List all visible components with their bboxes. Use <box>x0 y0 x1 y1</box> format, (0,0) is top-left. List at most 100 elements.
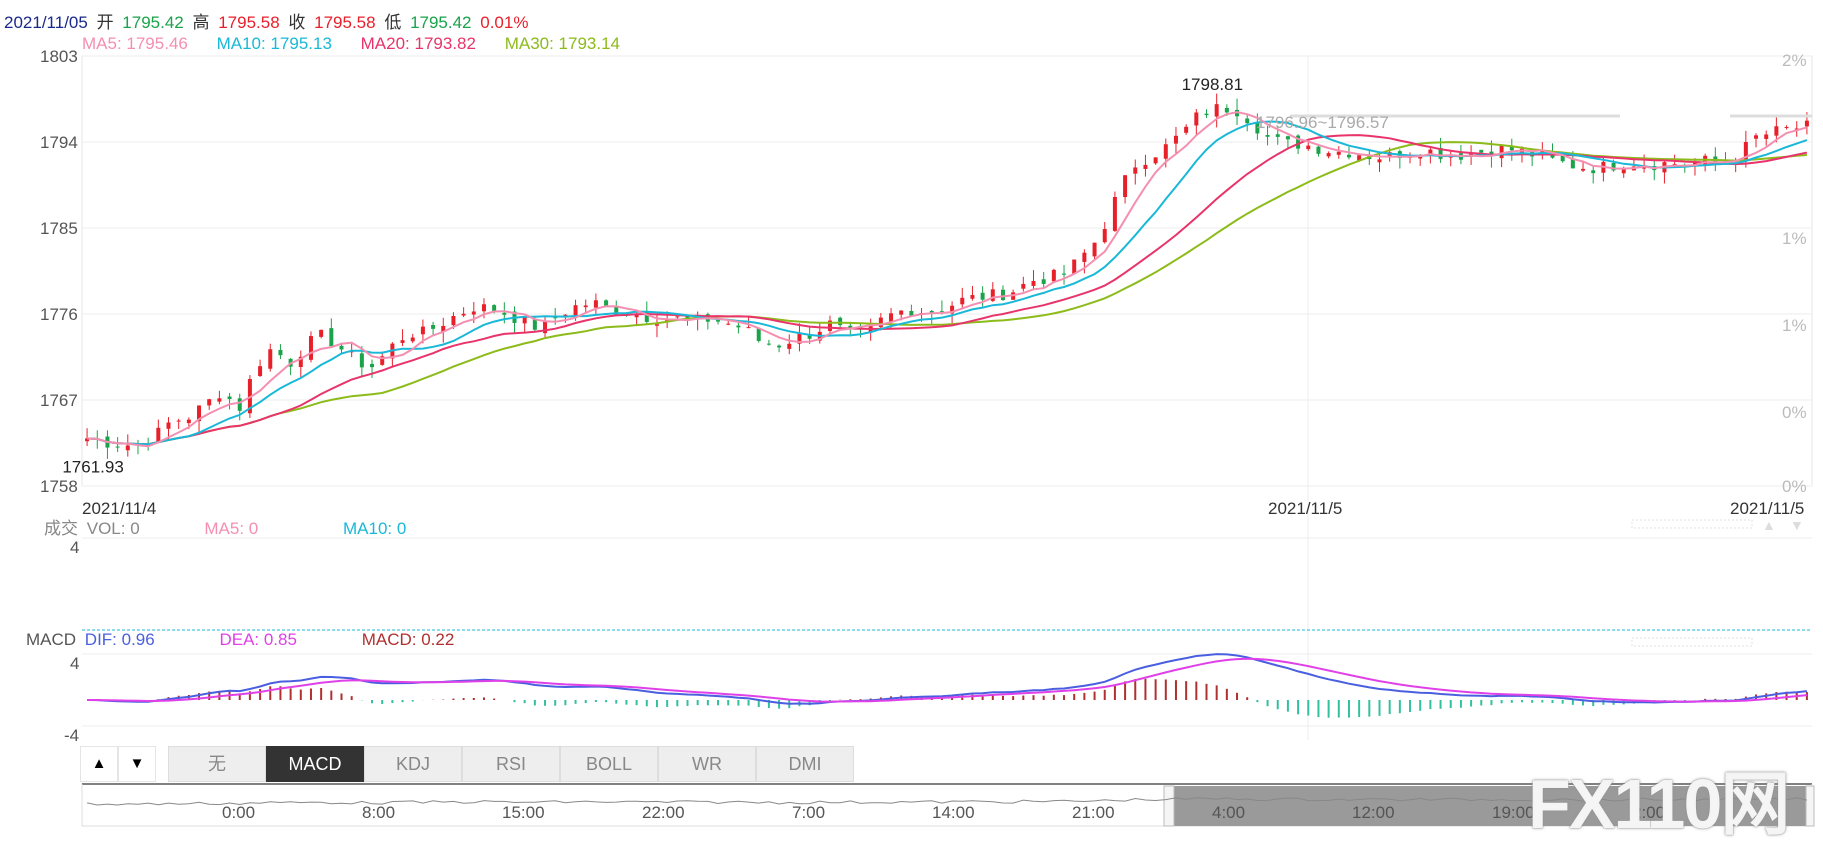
candle-body <box>339 345 344 350</box>
tab-dmi[interactable]: DMI <box>756 746 854 782</box>
vol-ma5: MA5: 0 <box>204 519 259 538</box>
volume-label: 成交 <box>44 519 78 538</box>
candle-body <box>441 325 446 332</box>
candle-body <box>1000 289 1005 300</box>
tab-kdj[interactable]: KDJ <box>364 746 462 782</box>
candle-body <box>156 427 161 443</box>
candle-body <box>1194 112 1199 126</box>
candle-body <box>1428 149 1433 155</box>
candle-body <box>1326 153 1331 157</box>
candle-body <box>827 320 832 331</box>
dif-line <box>87 653 1808 705</box>
navigator-time-label: 12:00 <box>1352 803 1395 822</box>
date-label-end: 2021/11/5 <box>1730 499 1804 518</box>
candle-body <box>1285 136 1290 140</box>
candle-body <box>1591 170 1596 174</box>
macd-legend: MACD DIF: 0.96 DEA: 0.85 MACD: 0.22 <box>26 630 458 650</box>
ma10-line <box>87 120 1808 446</box>
candle-body <box>1509 146 1514 151</box>
candle-body <box>1581 168 1586 171</box>
dif-value: DIF: 0.96 <box>84 630 155 649</box>
candle-body <box>1143 164 1148 169</box>
candle-body <box>370 363 375 368</box>
max-label: 1798.81 <box>1182 75 1243 94</box>
volume-scroll-dots <box>1631 519 1753 529</box>
candle-body <box>909 310 914 316</box>
y-tick-label: 1785 <box>40 219 78 238</box>
volume-axis-top: 4 <box>70 538 80 557</box>
candle-body <box>644 311 649 322</box>
navigator-time-label: 19:00 <box>1492 803 1535 822</box>
candle-body <box>675 316 680 318</box>
candle-body <box>1163 144 1168 159</box>
low-value: 1795.42 <box>410 13 472 32</box>
candle-body <box>319 329 324 337</box>
ma-legend: MA5: 1795.46 MA10: 1795.13 MA20: 1793.82… <box>82 34 624 54</box>
candle-body <box>1112 196 1117 231</box>
candle-body <box>1245 118 1250 124</box>
tab-macd[interactable]: MACD <box>266 746 364 782</box>
close-label: 收 <box>288 13 306 32</box>
candle-body <box>1570 158 1575 169</box>
ma20-line <box>87 134 1808 446</box>
candle-body <box>1560 155 1565 162</box>
candle-body <box>532 318 537 330</box>
candle-body <box>1764 134 1769 139</box>
candlestick-chart[interactable]: 1803 1794 1785 1776 1767 1758 2% 1% 1% 0% 0% 2021/1… <box>0 0 1823 831</box>
tab-rsi[interactable]: RSI <box>462 746 560 782</box>
candle-body <box>797 333 802 344</box>
tab-wr[interactable]: WR <box>658 746 756 782</box>
navigator-selection <box>1172 786 1808 826</box>
candle-body <box>1499 144 1504 159</box>
pct-tick-label: 1% <box>1782 229 1807 248</box>
candle-body <box>1041 279 1046 284</box>
price-panel-frame <box>81 55 1813 487</box>
candle-body <box>186 419 191 424</box>
macd-scroll-dots <box>1631 637 1753 647</box>
candle-body <box>1774 126 1779 136</box>
candle-body <box>1021 283 1026 289</box>
candle-body <box>125 445 130 451</box>
candle-body <box>736 325 741 328</box>
candle-body <box>166 422 171 429</box>
scroll-up-button[interactable]: ▲ <box>80 746 118 782</box>
candle-body <box>308 336 313 360</box>
macd-title: MACD <box>26 630 77 649</box>
ma5-legend: MA5: 1795.46 <box>82 34 188 53</box>
candle-body <box>1306 145 1311 150</box>
candle-body <box>746 327 751 329</box>
candle-body <box>176 420 181 422</box>
candle-body <box>461 313 466 316</box>
pct-tick-label: 0% <box>1782 477 1807 496</box>
high-value: 1795.58 <box>218 13 280 32</box>
candle-body <box>1336 151 1341 155</box>
open-label: 开 <box>96 13 114 32</box>
candle-body <box>85 438 90 442</box>
candle-body <box>1133 167 1138 174</box>
candle-body <box>848 325 853 328</box>
ma5-line <box>87 111 1808 448</box>
tab-boll[interactable]: BOLL <box>560 746 658 782</box>
candle-body <box>939 311 944 313</box>
candle-body <box>685 315 690 319</box>
ma30-legend: MA30: 1793.14 <box>504 34 620 53</box>
tab-none[interactable]: 无 <box>168 746 266 782</box>
close-value: 1795.58 <box>314 13 376 32</box>
candle-body <box>726 323 731 325</box>
candle-body <box>593 300 598 308</box>
candle-body <box>787 343 792 349</box>
candle-body <box>1479 149 1484 153</box>
candle-body <box>1275 134 1280 137</box>
navigator-time-label: 14:00 <box>932 803 975 822</box>
candle-body <box>583 305 588 308</box>
candle-body <box>471 311 476 315</box>
navigator-time-label: 2:00 <box>1632 803 1665 822</box>
navigator-time-label: 15:00 <box>502 803 545 822</box>
candles <box>85 93 1809 459</box>
macd-axis-top: 4 <box>70 654 80 673</box>
pct-tick-label: 1% <box>1782 316 1807 335</box>
macd-axis-bottom: -4 <box>64 726 80 745</box>
navigator-time-label: 7:00 <box>792 803 825 822</box>
scroll-down-button[interactable]: ▼ <box>118 746 156 782</box>
navigator-time-label: 8:00 <box>362 803 395 822</box>
